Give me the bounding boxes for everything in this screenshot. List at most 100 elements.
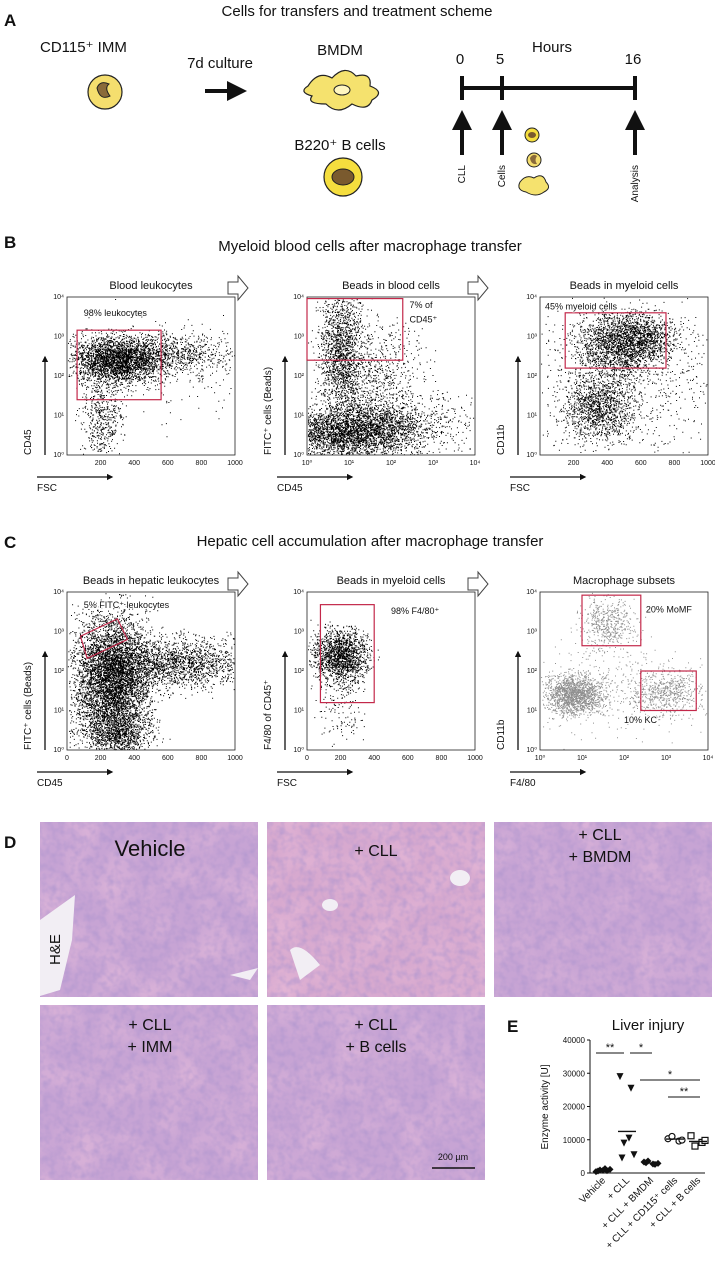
x-tick-label: 1000: [227, 755, 243, 762]
plot-title: Beads in myeloid cells: [337, 575, 446, 587]
x-tick-label: 200: [568, 460, 580, 467]
y-tick-label: 10²: [54, 373, 65, 380]
image-label: + CLL: [354, 1017, 397, 1034]
y-tick-label: 10³: [294, 629, 305, 636]
timeline-unit: Hours: [532, 39, 572, 56]
plot-frame: [539, 591, 709, 751]
x-tick-label: 10²: [386, 460, 397, 467]
significance-label: *: [639, 1042, 644, 1054]
gate-label: 10% KC: [624, 715, 658, 725]
y-tick-label: 10²: [294, 373, 305, 380]
vessel: [40, 895, 75, 996]
y-tick-label: 10000: [563, 1136, 586, 1145]
y-tick-label: 10⁰: [293, 451, 304, 459]
gate: [640, 670, 697, 712]
event-dots: [541, 592, 708, 750]
plot-title: Beads in myeloid cells: [570, 280, 679, 292]
event-dots: [308, 619, 380, 747]
plot-frame: [539, 296, 709, 456]
y-axis-label: CD11b: [496, 719, 507, 750]
x-tick-label: 400: [368, 755, 380, 762]
data-point: [606, 1165, 614, 1173]
y-tick-label: 10²: [54, 668, 65, 675]
x-tick-label: 800: [196, 755, 208, 762]
y-tick-label: 10¹: [527, 708, 538, 715]
y-tick-label: 10⁰: [293, 746, 304, 754]
gate: [76, 329, 162, 401]
image-label: + BMDM: [569, 849, 632, 866]
data-point: [625, 1134, 633, 1142]
x-tick-label: 10³: [428, 460, 439, 467]
y-tick-label: 10³: [54, 334, 65, 341]
y-tick-label: 10¹: [527, 413, 538, 420]
tissue-texture: [40, 1005, 258, 1180]
y-tick-label: 10²: [294, 668, 305, 675]
y-tick-label: 10⁴: [526, 589, 537, 596]
plot-frame: [66, 591, 236, 751]
nucleus: [331, 168, 355, 186]
x-tick-label: 200: [95, 460, 107, 467]
data-point: [691, 1142, 699, 1150]
y-tick-label: 10³: [54, 629, 65, 636]
x-tick-label: 1000: [227, 460, 243, 467]
y-tick-label: 10⁴: [293, 589, 304, 596]
panel-title: Myeloid blood cells after macrophage tra…: [218, 238, 522, 255]
data-point: [618, 1154, 626, 1162]
x-tick-label: 10³: [661, 755, 672, 762]
gate-label: 98% F4/80⁺: [391, 606, 440, 616]
y-tick-label: 10⁰: [53, 451, 64, 459]
vessel: [290, 947, 320, 980]
significance-label: **: [680, 1086, 689, 1098]
data-point: [627, 1084, 635, 1092]
chevrons: [227, 274, 489, 598]
tissue-texture: [40, 822, 258, 997]
image-label: + CLL: [128, 1017, 171, 1034]
y-tick-label: 10⁴: [293, 294, 304, 301]
plot-title: Beads in hepatic leukocytes: [83, 575, 220, 587]
y-tick-label: 10¹: [54, 708, 65, 715]
tissue-texture: [267, 1005, 485, 1180]
y-tick-label: 10¹: [294, 413, 305, 420]
x-tick-label: 600: [635, 460, 647, 467]
data-point: [620, 1139, 628, 1147]
x-axis-label: F4/80: [510, 778, 536, 789]
plot-title: Macrophage subsets: [573, 575, 676, 587]
plot-frame: [66, 296, 236, 456]
image-label: + IMM: [128, 1039, 173, 1056]
y-tick-label: 40000: [563, 1036, 586, 1045]
y-tick-label: 10⁰: [526, 746, 537, 754]
y-tick-label: 10³: [527, 629, 538, 636]
y-axis-label: CD11b: [496, 424, 507, 455]
gate: [581, 594, 642, 647]
y-tick-label: 10²: [527, 373, 538, 380]
y-tick-label: 20000: [563, 1103, 586, 1112]
data-point: [630, 1151, 638, 1159]
y-tick-label: 10⁴: [53, 589, 64, 596]
y-tick-label: 10³: [527, 334, 538, 341]
image-label: + CLL: [354, 843, 397, 860]
data-point: [701, 1136, 709, 1145]
gate-label: CD45⁺: [409, 314, 437, 324]
x-tick-label: 10⁰: [535, 754, 546, 762]
tissue-texture: [494, 822, 712, 997]
x-tick-label: 10⁴: [470, 460, 481, 467]
data-point: [616, 1073, 624, 1081]
x-tick-label: 200: [335, 755, 347, 762]
cell-label: CD115⁺ IMM: [40, 39, 127, 56]
x-tick-label: Vehicle: [578, 1175, 609, 1206]
event-label: Analysis: [630, 165, 641, 202]
gate-label: 20% MoMF: [646, 605, 693, 615]
gate: [564, 312, 667, 369]
x-tick-label: 600: [162, 755, 174, 762]
gate-label: 5% FITC⁺ leukocytes: [84, 600, 170, 610]
gate: [319, 604, 375, 704]
x-axis-label: FSC: [510, 483, 530, 494]
vessel: [322, 899, 338, 911]
x-tick-label: 0: [65, 755, 69, 762]
cell-label: BMDM: [317, 42, 363, 59]
nucleus: [333, 84, 351, 96]
plot-title: Blood leukocytes: [109, 280, 193, 292]
event-label: CLL: [457, 165, 468, 184]
panel-letter: C: [4, 533, 16, 552]
plot-frame: [306, 591, 476, 751]
